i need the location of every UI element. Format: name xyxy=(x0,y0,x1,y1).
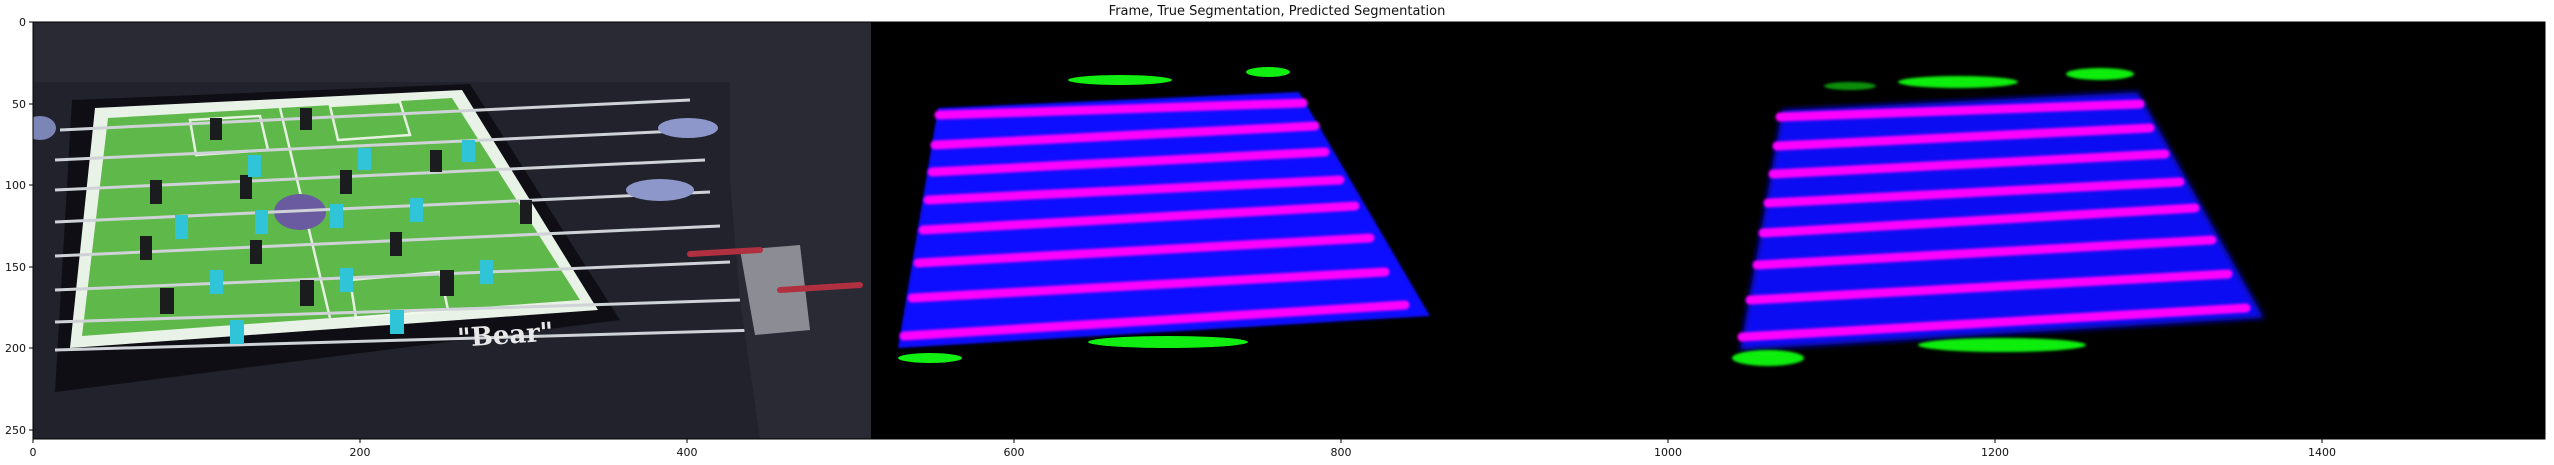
predicted-goal-masks xyxy=(1732,68,2134,366)
player-hand-upper xyxy=(658,118,718,138)
true-rod-masks xyxy=(899,98,1410,341)
y-tick-label: 50 xyxy=(12,98,26,111)
y-tick-label: 150 xyxy=(5,261,26,274)
x-axis: 0 200 400 600 800 1000 1200 1400 xyxy=(30,439,2336,459)
figure-title: Frame, True Segmentation, Predicted Segm… xyxy=(1108,4,1446,19)
predicted-rod-masks xyxy=(1737,99,2251,342)
y-tick-label: 200 xyxy=(5,342,26,355)
predicted-segmentation-panel xyxy=(1732,68,2264,366)
x-tick-label: 1200 xyxy=(1981,446,2009,459)
player-hand-lower xyxy=(626,179,694,201)
x-tick-label: 0 xyxy=(30,446,37,459)
axes-frame xyxy=(32,21,2546,440)
x-tick-label: 600 xyxy=(1004,446,1025,459)
player-person xyxy=(730,22,871,439)
image-strip: "Bear" xyxy=(33,22,2545,439)
frame-rods xyxy=(54,98,761,352)
y-axis: 0 50 100 150 200 250 xyxy=(5,16,33,437)
rod-handles xyxy=(687,247,863,293)
y-tick-label: 250 xyxy=(5,424,26,437)
x-tick-label: 800 xyxy=(1331,446,1352,459)
player-shirt xyxy=(740,245,810,335)
table-lettering: "Bear" xyxy=(456,317,554,354)
y-tick-label: 100 xyxy=(5,179,26,192)
frame-players-black xyxy=(140,108,532,314)
opponent-hand xyxy=(33,116,56,140)
true-segmentation-panel xyxy=(898,67,1430,363)
true-goal-masks xyxy=(898,67,1290,363)
x-tick-label: 400 xyxy=(677,446,698,459)
x-tick-label: 1400 xyxy=(2308,446,2336,459)
x-tick-label: 1000 xyxy=(1654,446,1682,459)
x-tick-label: 200 xyxy=(350,446,371,459)
y-tick-label: 0 xyxy=(19,16,26,29)
frame-players-cyan xyxy=(175,140,493,344)
video-frame-panel: "Bear" xyxy=(33,22,871,439)
